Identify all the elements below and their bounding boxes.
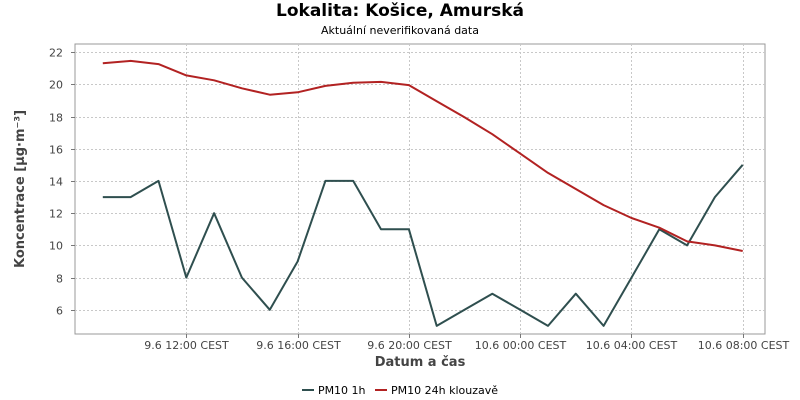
y-tick-label: 10 bbox=[49, 240, 63, 253]
y-tick-label: 14 bbox=[49, 176, 63, 189]
y-axis-label: Koncentrace [µg·m⁻³] bbox=[13, 110, 28, 268]
x-tick-label: 10.6 00:00 CEST bbox=[475, 339, 567, 352]
series-line-pm10-1h bbox=[102, 164, 744, 327]
y-tick-label: 22 bbox=[49, 47, 63, 60]
legend: PM10 1h PM10 24h klouzavě bbox=[0, 381, 800, 397]
chart-subtitle: Aktuální neverifikovaná data bbox=[321, 24, 479, 37]
y-tick-label: 18 bbox=[49, 112, 63, 125]
x-tick-label: 9.6 20:00 CEST bbox=[367, 339, 452, 352]
chart-title: Lokalita: Košice, Amurská bbox=[276, 1, 524, 21]
series-line-pm10-24h bbox=[102, 59, 743, 252]
axes-layer: 6 8 10 12 14 16 18 20 22 9.6 12:00 CEST 9.6 16:00 … bbox=[49, 47, 790, 353]
legend-label-pm10-24h: PM10 24h klouzavě bbox=[391, 383, 499, 397]
grid-layer bbox=[75, 44, 765, 334]
x-tick-label: 10.6 08:00 CEST bbox=[698, 339, 790, 352]
x-axis-label: Datum a čas bbox=[375, 355, 466, 370]
y-tick-label: 12 bbox=[49, 208, 63, 221]
legend-item-pm10-24h: PM10 24h klouzavě bbox=[375, 384, 498, 397]
x-tick-label: 9.6 12:00 CEST bbox=[144, 339, 229, 352]
x-tick-label: 9.6 16:00 CEST bbox=[256, 339, 341, 352]
legend-item-pm10-1h: PM10 1h bbox=[301, 383, 366, 397]
y-tick-label: 8 bbox=[56, 273, 63, 286]
legend-label-pm10-1h: PM10 1h bbox=[317, 383, 366, 397]
legend-swatch-pm10-1h bbox=[301, 389, 314, 391]
plot-area bbox=[74, 43, 766, 335]
y-tick-label: 6 bbox=[56, 305, 63, 318]
x-tick-label: 10.6 04:00 CEST bbox=[586, 339, 678, 352]
y-tick-label: 16 bbox=[49, 144, 63, 157]
y-tick-label: 20 bbox=[49, 79, 63, 92]
series-layer bbox=[102, 59, 744, 327]
legend-swatch-pm10-24h bbox=[375, 389, 388, 391]
